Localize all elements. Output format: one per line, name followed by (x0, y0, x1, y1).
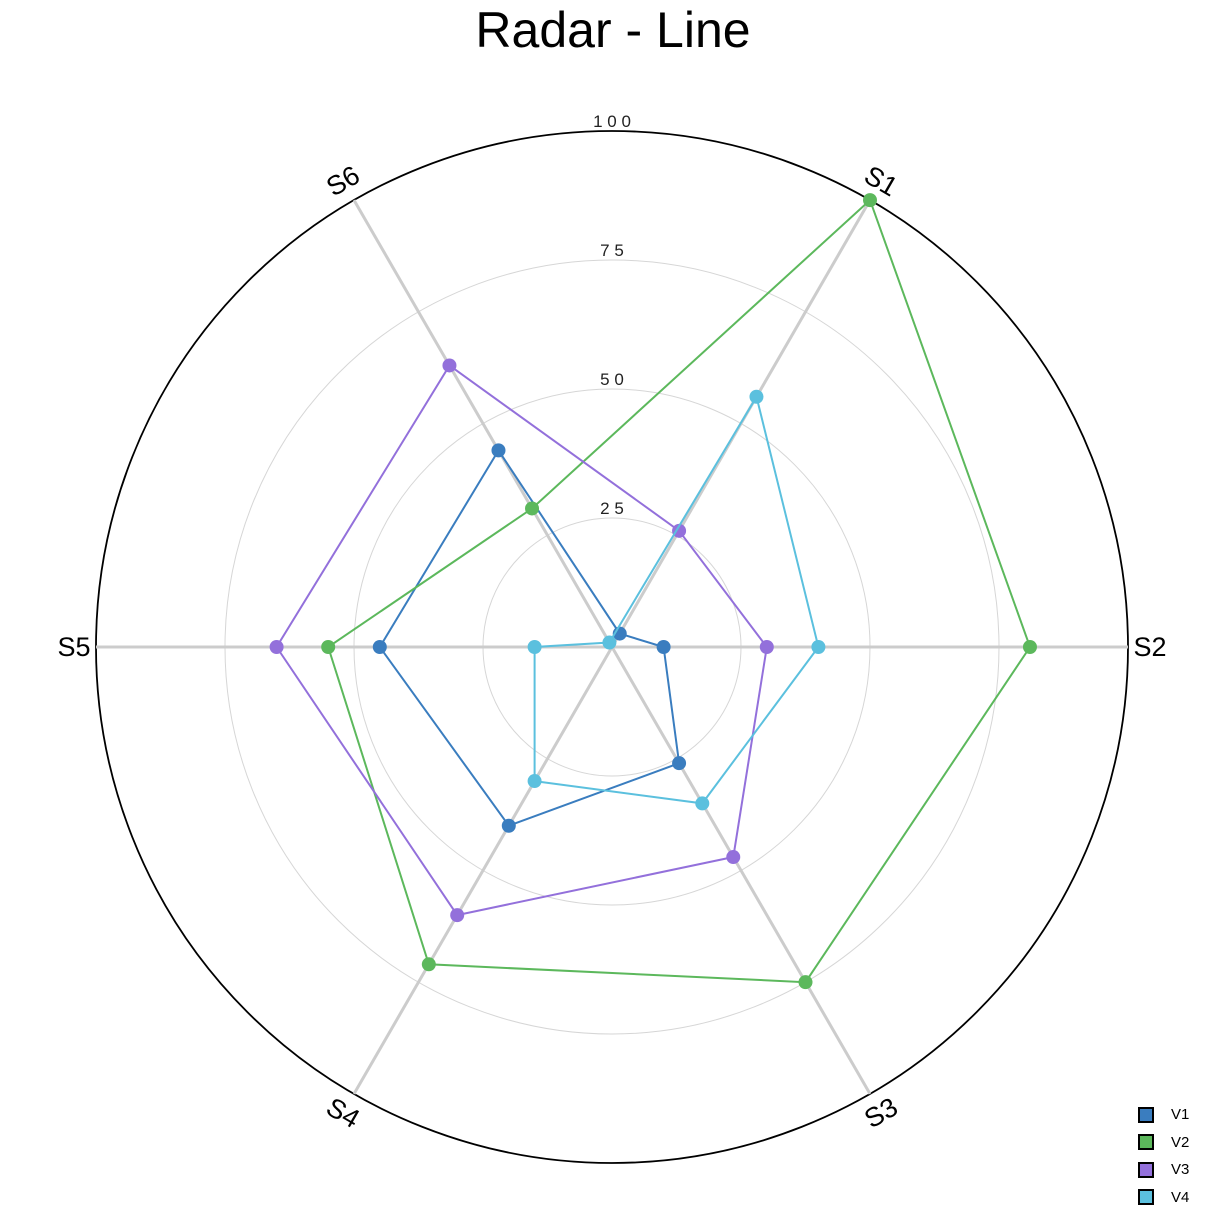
point-v3-s3 (726, 850, 741, 865)
legend-item-v1: V1 (1138, 1101, 1218, 1129)
r-tick-label-25: 2 5 (600, 499, 624, 518)
legend-item-v3: V3 (1138, 1156, 1218, 1184)
point-v3-s4 (450, 908, 465, 923)
spoke-s3 (610, 646, 872, 1095)
point-v4-s4 (527, 774, 542, 789)
point-v4-s5 (527, 640, 542, 654)
legend-item-v4: V4 (1138, 1184, 1218, 1212)
legend-label-v4: V4 (1171, 1188, 1190, 1206)
axis-label-s6: S6 (321, 160, 365, 202)
point-v2-s2 (1022, 640, 1037, 654)
series-layer (269, 193, 1037, 990)
grid-layer (95, 130, 1129, 1164)
chart-title: Radar - Line (475, 2, 751, 58)
r-tick-label-100: 1 0 0 (593, 112, 631, 131)
point-v3-s1 (672, 523, 687, 538)
axis-label-s2: S2 (1133, 632, 1166, 662)
axis-label-s4: S4 (321, 1092, 365, 1134)
legend-label-v1: V1 (1171, 1106, 1190, 1124)
point-v2-s6 (525, 501, 540, 516)
point-v4-s2 (811, 640, 826, 654)
legend: V1 V2 V3 V4 (1138, 1101, 1218, 1211)
point-v1-s6 (491, 443, 506, 458)
spoke-s4 (352, 646, 614, 1095)
point-v2-s5 (321, 640, 336, 654)
axis-label-s3: S3 (859, 1092, 903, 1134)
legend-swatch-v4 (1138, 1189, 1154, 1206)
point-v3-s2 (759, 640, 774, 654)
point-v2-s3 (798, 975, 813, 990)
spoke-s6 (352, 199, 614, 648)
legend-item-v2: V2 (1138, 1129, 1218, 1157)
point-v1-s3 (672, 756, 687, 771)
series-line-v2 (327, 198, 1032, 984)
point-v3-s6 (442, 358, 457, 373)
axis-label-s5: S5 (57, 632, 90, 662)
legend-swatch-v1 (1138, 1106, 1154, 1123)
legend-label-v2: V2 (1171, 1133, 1190, 1151)
point-v4-s6 (602, 635, 617, 650)
point-v1-s2 (656, 640, 671, 654)
legend-swatch-v3 (1138, 1161, 1154, 1178)
legend-swatch-v2 (1138, 1134, 1154, 1151)
point-v1-s4 (501, 818, 516, 833)
series-line-v3 (275, 364, 768, 917)
r-tick-label-50: 5 0 (600, 370, 624, 389)
r-tick-label-75: 7 5 (600, 241, 624, 260)
point-v4-s3 (695, 796, 710, 811)
point-v4-s1 (749, 389, 764, 404)
legend-label-v3: V3 (1171, 1161, 1190, 1179)
point-v3-s5 (269, 640, 284, 654)
point-v2-s4 (421, 957, 436, 972)
point-v1-s5 (372, 640, 387, 654)
point-v2-s1 (863, 193, 877, 208)
